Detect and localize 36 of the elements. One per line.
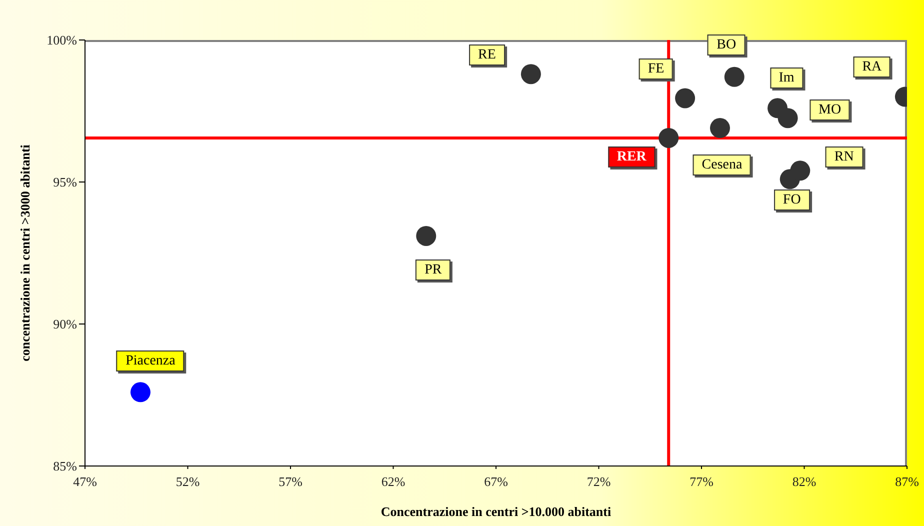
point <box>520 64 541 84</box>
x-tick-label: 82% <box>792 474 816 490</box>
x-tick-label: 77% <box>690 474 714 490</box>
annotation: Piacenza <box>116 350 184 372</box>
annotation: RER <box>608 146 656 168</box>
x-tick-label: 72% <box>586 474 611 490</box>
annotation: PR <box>416 259 451 280</box>
annotation: MO <box>810 100 850 121</box>
y-tick-label: 85% <box>53 458 78 474</box>
annotation: BO <box>708 34 746 56</box>
y-axis-title: concentrazione in centri >3000 abitanti <box>18 144 33 362</box>
point <box>710 118 730 138</box>
annotation: RN <box>825 146 863 168</box>
point <box>790 160 810 181</box>
point <box>724 66 744 87</box>
y-tick-label: 100% <box>46 32 78 48</box>
annotation: RE <box>468 44 505 66</box>
y-tick-label: 90% <box>53 316 78 332</box>
point <box>416 226 436 246</box>
point <box>658 128 679 148</box>
point <box>675 88 696 108</box>
x-tick-label: 52% <box>176 474 200 490</box>
annotation: Cesena <box>692 154 752 176</box>
x-tick-label: 62% <box>381 474 406 490</box>
annotation: Im <box>770 68 804 89</box>
point <box>130 382 150 402</box>
x-axis-title: Concentrazione in centri >10.000 abitanti <box>380 504 612 519</box>
point <box>778 108 798 128</box>
x-tick-label: 57% <box>278 474 303 490</box>
x-tick-label: 47% <box>73 474 98 490</box>
y-tick-label: 95% <box>53 174 78 190</box>
annotation: FE <box>638 58 674 80</box>
annotation: RA <box>853 56 891 78</box>
x-tick-label: 87% <box>895 474 920 490</box>
x-tick-label: 67% <box>484 474 508 490</box>
annotation: FO <box>774 190 810 211</box>
